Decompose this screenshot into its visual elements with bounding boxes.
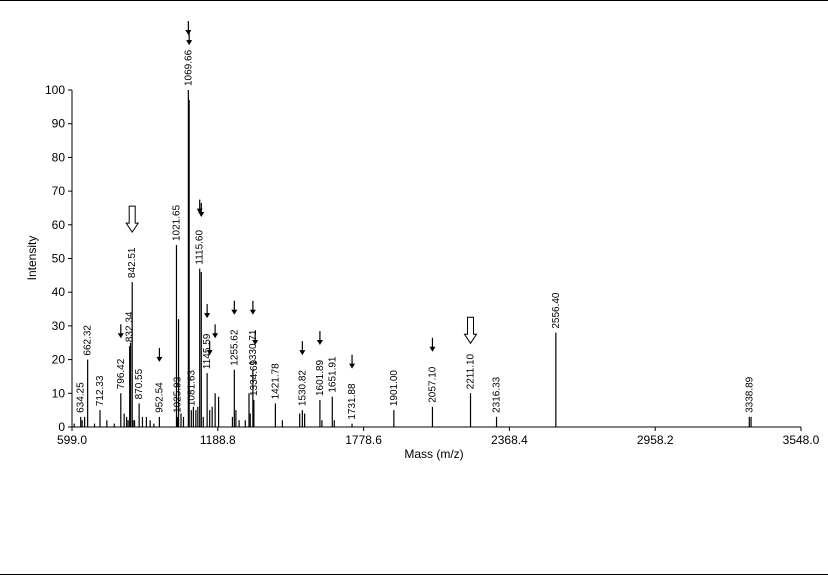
peak-label: 2057.10 bbox=[427, 366, 438, 403]
peak-label: 1025.93 bbox=[173, 376, 184, 413]
y-tick-label: 60 bbox=[52, 218, 66, 232]
x-tick-label: 1778.6 bbox=[345, 433, 382, 447]
peak-label: 832.34 bbox=[125, 311, 136, 342]
arrow-head bbox=[429, 346, 436, 352]
y-tick-label: 10 bbox=[52, 386, 66, 400]
open-arrow-marker bbox=[125, 205, 140, 233]
arrow-markers bbox=[117, 21, 478, 369]
peak-label: 1115.60 bbox=[195, 230, 206, 265]
x-tick-label: 2958.2 bbox=[637, 433, 674, 447]
peak-label: 952.54 bbox=[154, 382, 165, 413]
peak-labels: 634.25 662.32 712.33 796.42 832.34 842.51 870.… bbox=[76, 49, 756, 419]
arrow-head bbox=[231, 309, 238, 315]
y-tick-label: 0 bbox=[58, 420, 65, 434]
arrow-head bbox=[185, 30, 192, 35]
arrow-head bbox=[249, 309, 256, 315]
arrow-head bbox=[316, 340, 323, 346]
peak-label: 2556.40 bbox=[551, 292, 562, 329]
arrow-head bbox=[252, 340, 259, 346]
peak-label: 1255.62 bbox=[229, 329, 240, 366]
x-tick-label: 1188.8 bbox=[200, 433, 236, 447]
y-tick-label: 50 bbox=[52, 252, 66, 266]
peaks bbox=[73, 90, 752, 427]
arrow-head bbox=[186, 40, 193, 46]
peak-label: 1651.91 bbox=[327, 356, 338, 393]
open-arrow-marker bbox=[463, 316, 478, 345]
peak-label: 1330.71 bbox=[248, 329, 259, 366]
x-tick-label: 599.0 bbox=[57, 433, 87, 447]
peak-label: 1334.69 bbox=[249, 359, 260, 396]
peak-label: 2316.33 bbox=[492, 376, 503, 413]
arrow-head bbox=[206, 350, 213, 356]
peak-label: 1731.88 bbox=[347, 383, 358, 420]
top-rule bbox=[0, 0, 828, 1]
peak-label: 842.51 bbox=[127, 247, 138, 278]
y-tick-label: 90 bbox=[52, 117, 66, 131]
arrow-head bbox=[299, 350, 306, 356]
peak-label: 1421.78 bbox=[270, 363, 281, 400]
peak-label: 1901.00 bbox=[389, 370, 400, 407]
peak-label: 870.55 bbox=[134, 368, 145, 399]
arrow-head bbox=[349, 363, 356, 369]
y-tick-label: 40 bbox=[52, 285, 66, 299]
peak-label: 662.32 bbox=[83, 325, 94, 356]
x-tick-label: 3548.0 bbox=[783, 433, 820, 447]
arrow-head bbox=[156, 356, 163, 362]
y-tick-label: 20 bbox=[52, 353, 66, 367]
y-tick-label: 70 bbox=[52, 184, 66, 198]
axes: 0 10 20 30 40 50 60 70 80 90 100 599.0 1188.8 1778.6 2… bbox=[45, 83, 820, 447]
arrow-head bbox=[198, 211, 205, 217]
arrow-head bbox=[204, 313, 211, 319]
y-axis-title: Intensity bbox=[25, 236, 39, 281]
peak-label: 712.33 bbox=[95, 375, 106, 406]
peak-label: 1021.65 bbox=[171, 204, 182, 241]
peak-label: 1069.66 bbox=[183, 49, 194, 86]
x-tick-label: 2368.4 bbox=[491, 433, 528, 447]
y-tick-label: 100 bbox=[45, 83, 65, 97]
peak-label: 1530.82 bbox=[297, 370, 308, 407]
peak-label: 1081.63 bbox=[186, 370, 197, 407]
x-axis-title: Mass (m/z) bbox=[404, 447, 463, 461]
arrow-head bbox=[117, 333, 124, 339]
peak-label: 796.42 bbox=[116, 358, 127, 389]
y-tick-label: 30 bbox=[52, 319, 66, 333]
peak-label: 1601.89 bbox=[315, 359, 326, 396]
arrow-head bbox=[212, 333, 219, 339]
peak-label: 2211.10 bbox=[466, 353, 477, 389]
peak-label: 3338.89 bbox=[744, 376, 755, 413]
peak-label: 634.25 bbox=[76, 382, 87, 413]
y-tick-label: 80 bbox=[52, 150, 66, 164]
